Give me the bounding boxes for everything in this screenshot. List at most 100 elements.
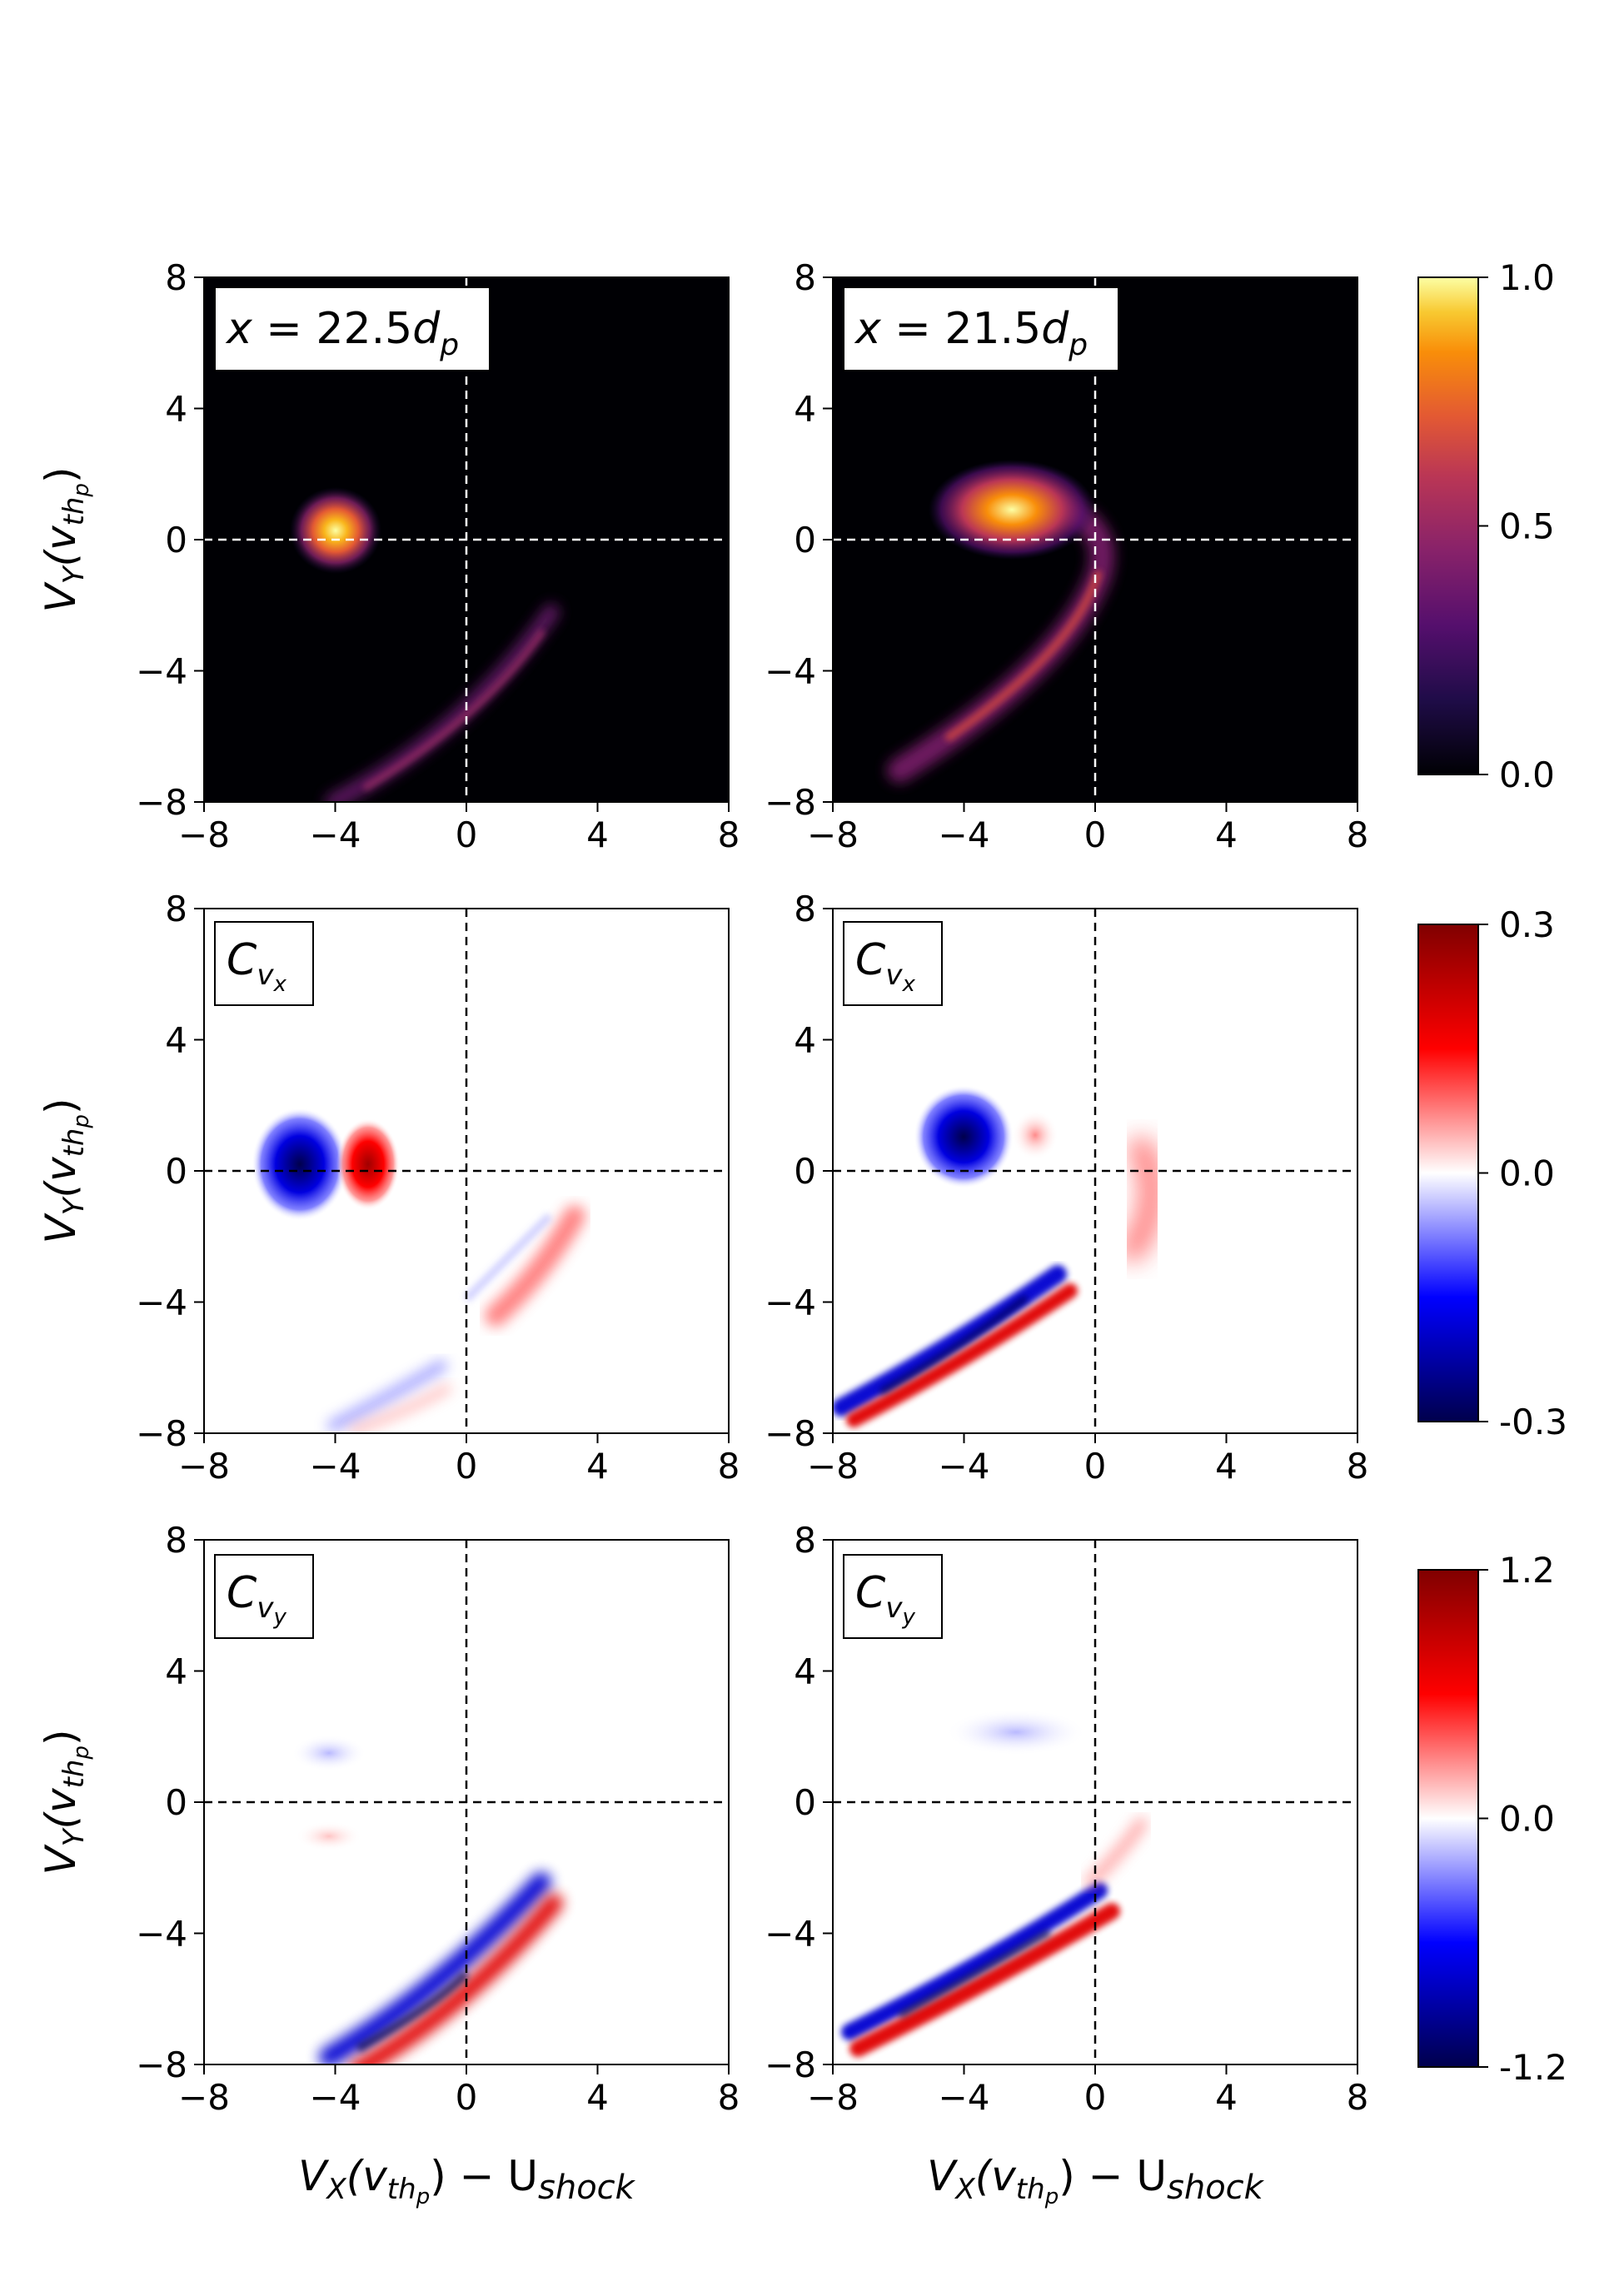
colorbar-tick-label: 0.0 xyxy=(1499,755,1555,795)
x-tick-label: 4 xyxy=(1215,2077,1238,2118)
x-tick-label: 8 xyxy=(718,814,740,855)
correlation-arc-positive xyxy=(485,1205,585,1327)
x-tick-label: −8 xyxy=(807,2077,859,2118)
y-axis-label: VY(vthp) xyxy=(37,1098,94,1243)
correlation-arc-negative xyxy=(833,1265,1067,1417)
x-tick-label: 0 xyxy=(1084,1446,1107,1487)
correlation-arc-dark xyxy=(879,1296,1028,1394)
y-tick-label: 4 xyxy=(794,1020,816,1061)
y-tick-label: 0 xyxy=(794,1782,816,1823)
panel-middle-right: Cvx xyxy=(832,908,1358,1434)
y-tick-label: 8 xyxy=(794,257,816,298)
correlation-arc-positive xyxy=(350,1894,563,2064)
correlation-arc-negative xyxy=(841,1882,1108,2040)
y-axis-label: VY(vthp) xyxy=(37,1729,94,1875)
panel-bottom-left: Cvy xyxy=(203,1539,730,2065)
x-tick-label: 8 xyxy=(1347,814,1369,855)
colorbar-tick-label: 0.5 xyxy=(1499,506,1555,547)
correlation-arc-positive-inner xyxy=(846,1283,1078,1427)
annotation-text: x = 22.5dp xyxy=(225,304,459,362)
x-tick-label: 0 xyxy=(456,814,478,855)
x-tick-label: 0 xyxy=(456,1446,478,1487)
correlation-blob-negative xyxy=(945,1709,1087,1756)
y-tick-label: −4 xyxy=(136,651,187,692)
y-tick-label: −8 xyxy=(136,2044,187,2085)
colorbar-tick-label: 1.0 xyxy=(1499,257,1555,298)
correlation-arc-dark xyxy=(898,1929,1051,2019)
correlation-arc-faint xyxy=(1084,1817,1148,1889)
annotation-box: x = 21.5dp xyxy=(843,286,1119,371)
y-tick-label: 0 xyxy=(794,1151,816,1192)
x-tick-label: −4 xyxy=(939,1446,990,1487)
colorbar-tick-label: -0.3 xyxy=(1499,1402,1567,1442)
y-tick-label: −4 xyxy=(136,1914,187,1955)
correlation-arc-dark xyxy=(356,1970,470,2053)
x-tick-label: 4 xyxy=(586,814,609,855)
panel-top-left: x = 22.5dp xyxy=(203,276,730,803)
x-tick-label: −8 xyxy=(178,2077,230,2118)
x-tick-label: −4 xyxy=(939,2077,990,2118)
x-tick-label: 8 xyxy=(1347,1446,1369,1487)
panel-middle-left: Cvx xyxy=(203,908,730,1434)
x-tick-label: 4 xyxy=(1215,814,1238,855)
x-tick-label: 0 xyxy=(1084,2077,1107,2118)
annotation-box: Cvx xyxy=(214,921,314,1006)
x-tick-label: 8 xyxy=(1347,2077,1369,2118)
annotation-text: Cvx xyxy=(855,935,915,997)
x-tick-label: −4 xyxy=(310,2077,361,2118)
y-tick-label: 0 xyxy=(165,520,187,560)
x-tick-label: −4 xyxy=(310,814,361,855)
x-tick-label: 0 xyxy=(1084,814,1107,855)
correlation-blob-positive xyxy=(1012,1110,1059,1160)
y-tick-label: 8 xyxy=(794,889,816,929)
annotation-box: x = 22.5dp xyxy=(214,286,491,371)
colorbar-ticks: 1.0 0.5 0.0 0.3 0.0 -0.3 1.2 0.0 -1.2 xyxy=(1478,257,1567,2088)
y-tick-label: 0 xyxy=(794,520,816,560)
y-tick-label: 8 xyxy=(794,1520,816,1561)
y-tick-label: −4 xyxy=(136,1282,187,1323)
y-tick-label: −8 xyxy=(765,1413,816,1454)
panel-bottom-right: Cvy xyxy=(832,1539,1358,2065)
colorbar-tick-label: 1.2 xyxy=(1499,1550,1555,1591)
colorbar xyxy=(1417,1569,1479,2068)
x-axis-labels: VX(vthp) − Ushock VX(vthp) − Ushock xyxy=(298,2152,1264,2209)
colorbar-tick-label: 0.0 xyxy=(1499,1153,1555,1194)
x-axis-label: VX(vthp) − Ushock xyxy=(927,2152,1264,2209)
annotation-box: Cvy xyxy=(843,1554,943,1639)
y-tick-label: 4 xyxy=(794,1651,816,1692)
y-tick-label: 4 xyxy=(165,1651,187,1692)
x-tick-label: −8 xyxy=(178,814,230,855)
x-tick-label: −4 xyxy=(310,1446,361,1487)
colorbar-tick-label: -1.2 xyxy=(1499,2047,1567,2088)
heat-arc-core xyxy=(363,630,545,790)
x-tick-label: −8 xyxy=(807,814,859,855)
y-tick-label: 8 xyxy=(165,889,187,929)
correlation-blob-negative xyxy=(291,1735,366,1771)
heat-blob xyxy=(290,487,381,574)
correlation-blob-positive xyxy=(296,1821,362,1851)
y-tick-label: 8 xyxy=(165,1520,187,1561)
y-tick-label: −8 xyxy=(765,2044,816,2085)
colorbar xyxy=(1417,276,1479,775)
correlation-blob-positive xyxy=(336,1118,400,1210)
y-axis-label: VY(vthp) xyxy=(37,466,94,612)
y-tick-label: 4 xyxy=(165,1020,187,1061)
y-tick-label: −4 xyxy=(765,1282,816,1323)
colorbar xyxy=(1417,924,1479,1422)
y-tick-label: 8 xyxy=(165,257,187,298)
y-tick-label: −8 xyxy=(765,782,816,823)
correlation-arc-positive xyxy=(1120,1137,1164,1262)
correlation-arc-positive xyxy=(849,1903,1120,2057)
y-tick-label: 0 xyxy=(165,1782,187,1823)
annotation-text: x = 21.5dp xyxy=(854,304,1088,362)
annotation-box: Cvy xyxy=(214,1554,314,1639)
y-tick-label: 4 xyxy=(794,389,816,430)
annotation-box: Cvx xyxy=(843,921,943,1006)
colorbar-row-3 xyxy=(1417,1569,1479,2068)
heat-arc-core xyxy=(945,570,1102,741)
heat-blob xyxy=(929,460,1095,560)
x-tick-label: 8 xyxy=(718,1446,740,1487)
correlation-arc-negative xyxy=(319,1872,551,2064)
